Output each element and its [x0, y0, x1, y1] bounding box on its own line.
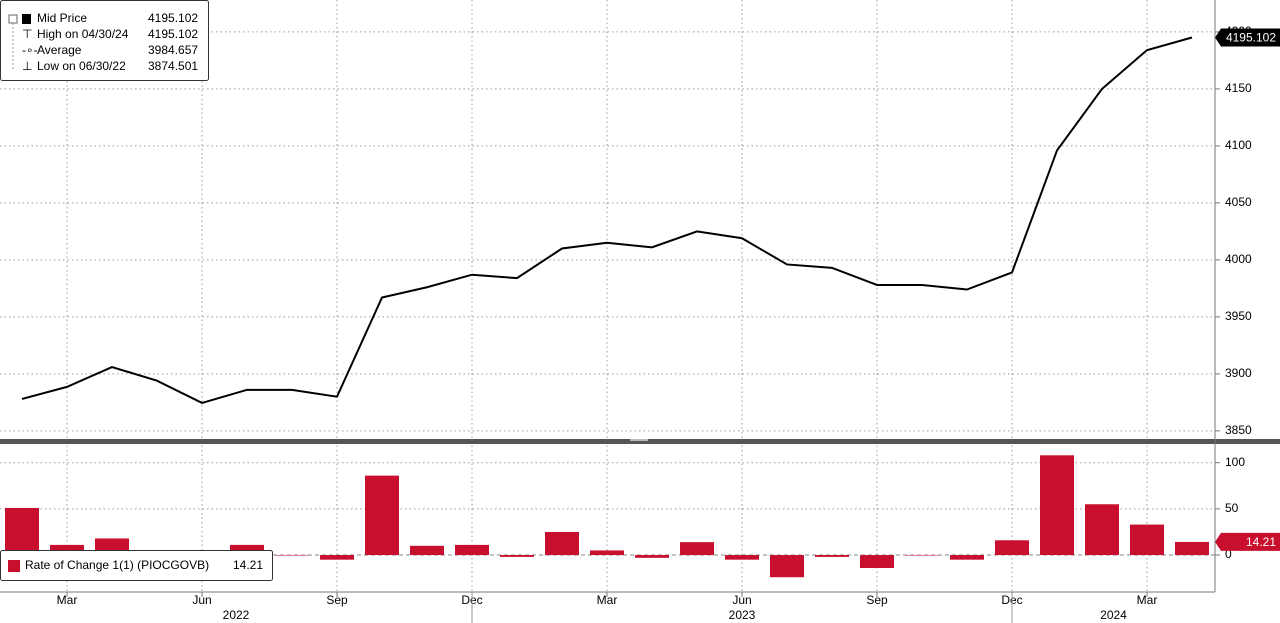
- legend-label: Low on 06/30/22: [37, 59, 126, 73]
- bar: [50, 544, 84, 556]
- y-tick-label: 0: [1225, 547, 1232, 561]
- legend-box: [0, 550, 273, 581]
- price-line: [21, 36, 1193, 405]
- last-value-label: 4195.102: [1226, 31, 1276, 45]
- legend-swatch: [8, 560, 20, 572]
- y-tick-label: 3950: [1225, 309, 1252, 323]
- legend-box: [0, 0, 209, 81]
- bar: [1040, 455, 1074, 556]
- legend-label: High on 04/30/24: [37, 27, 129, 41]
- bar: [1130, 524, 1164, 556]
- bar: [680, 542, 714, 556]
- divider-handle: [630, 439, 648, 441]
- bar: [725, 555, 759, 560]
- legend-value: 3874.501: [148, 59, 198, 73]
- bar: [860, 555, 894, 568]
- last-value-tag: [1215, 532, 1280, 551]
- bar: [365, 475, 399, 556]
- bar: [500, 555, 534, 557]
- bar: [230, 544, 264, 556]
- bar: [905, 555, 939, 556]
- bar: [815, 555, 849, 557]
- bar: [320, 555, 354, 560]
- bar: [410, 545, 444, 556]
- bar: [455, 544, 489, 556]
- year-label: 2024: [1100, 608, 1127, 622]
- bar: [635, 555, 669, 558]
- last-value-tag: [1215, 28, 1280, 47]
- y-tick-label: 4050: [1225, 195, 1252, 209]
- bar: [950, 555, 984, 560]
- x-tick-label: Sep: [326, 593, 348, 607]
- x-tick-label: Mar: [597, 593, 618, 607]
- bar: [770, 555, 804, 578]
- legend-swatch: [22, 14, 31, 24]
- bar: [590, 550, 624, 556]
- legend-value: 4195.102: [148, 11, 198, 25]
- last-value-label: 14.21: [1246, 535, 1276, 549]
- legend-value: 4195.102: [148, 27, 198, 41]
- bar: [275, 555, 309, 556]
- legend-icon: ⊤: [22, 27, 32, 41]
- bar: [5, 507, 39, 556]
- y-tick-label: 4150: [1225, 81, 1252, 95]
- bar: [1175, 541, 1209, 556]
- x-tick-label: Jun: [192, 593, 211, 607]
- bar: [995, 540, 1029, 556]
- y-tick-label: 3900: [1225, 366, 1252, 380]
- bar: [1085, 504, 1119, 556]
- x-tick-label: Jun: [732, 593, 751, 607]
- year-label: 2022: [223, 608, 250, 622]
- x-tick-label: Sep: [866, 593, 888, 607]
- y-tick-label: 4000: [1225, 252, 1252, 266]
- y-tick-label: 4100: [1225, 138, 1252, 152]
- legend-icon: -∘-: [22, 43, 38, 57]
- panel-divider: [0, 439, 1280, 444]
- legend-icon: ⊥: [22, 59, 32, 73]
- bar: [545, 531, 579, 556]
- year-label: 2023: [729, 608, 756, 622]
- y-tick-label: 50: [1225, 501, 1239, 515]
- legend-collapse: [8, 14, 18, 24]
- x-tick-label: Mar: [57, 593, 78, 607]
- legend-label: Rate of Change 1(1) (PIOCGOVB): [25, 558, 209, 572]
- x-tick-label: Mar: [1137, 593, 1158, 607]
- legend-label: Average: [37, 43, 82, 57]
- legend-value: 3984.657: [148, 43, 198, 57]
- y-tick-label: 3850: [1225, 423, 1252, 437]
- y-tick-label: 100: [1225, 455, 1245, 469]
- legend-label: Mid Price: [37, 11, 87, 25]
- legend-value: 14.21: [233, 558, 263, 572]
